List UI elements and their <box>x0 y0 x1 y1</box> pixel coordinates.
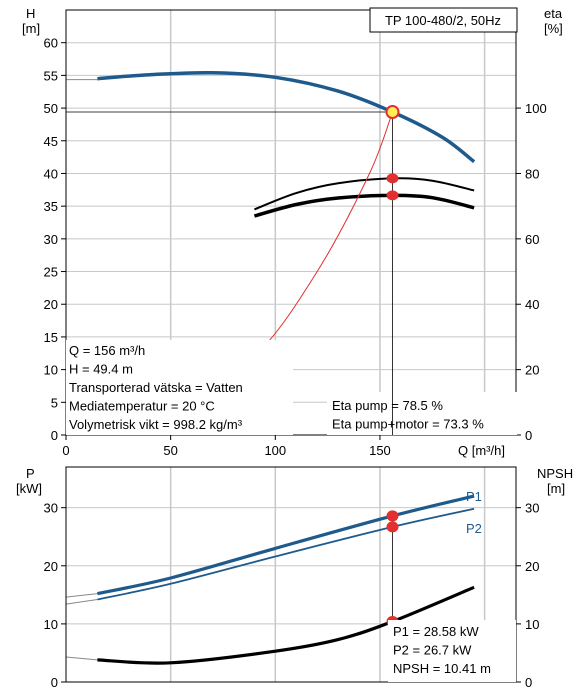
title-box <box>369 7 518 33</box>
bottom-legend: P1 P2 <box>466 489 482 536</box>
chart-title: TP 100-480/2, 50Hz <box>385 13 501 28</box>
info-right: Eta pump = 78.5 % Eta pump+motor = 73.3 % <box>332 398 484 432</box>
bottom-right-tick-label: 20 <box>525 559 539 574</box>
bottom-ticks: 0 10 20 30 0 10 20 30 <box>44 501 540 690</box>
top-left-tick-label: 30 <box>44 232 58 247</box>
bottom-left-axis-unit: [kW] <box>16 481 42 496</box>
p1-curve <box>97 494 475 596</box>
bottom-point-marker <box>386 510 399 522</box>
info-bottom-line: P1 = 28.58 kW <box>393 624 479 639</box>
top-x-tick-label: 100 <box>264 443 286 458</box>
bottom-left-axis-label: P <box>26 466 35 481</box>
top-right-tick-label: 60 <box>525 232 539 247</box>
info-right-line: Eta pump = 78.5 % <box>332 398 443 413</box>
bottom-right-axis-label: NPSH <box>537 466 573 481</box>
bottom-left-tick-label: 30 <box>44 501 58 516</box>
top-x-tick-label: 0 <box>62 443 69 458</box>
info-left-line: Q = 156 m³/h <box>69 343 145 358</box>
npsh-curve <box>97 585 475 665</box>
bottom-plot-frame <box>65 466 517 683</box>
info-bottom-line: P2 = 26.7 kW <box>393 643 472 658</box>
bottom-right-tick-label: 30 <box>525 501 539 516</box>
info-right-line: Eta pump+motor = 73.3 % <box>332 417 484 432</box>
bottom-left-tick-label: 10 <box>44 617 58 632</box>
top-x-tick-label: 150 <box>369 443 391 458</box>
operating-point <box>66 105 400 435</box>
bottom-left-tick-label: 20 <box>44 559 58 574</box>
top-left-tick-label: 15 <box>44 330 58 345</box>
eta-marker <box>386 173 399 184</box>
top-x-tick-label: 50 <box>163 443 177 458</box>
top-left-tick-label: 0 <box>51 428 58 443</box>
info-left: Q = 156 m³/h H = 49.4 m Transporterad väts… <box>69 343 243 432</box>
p2-curve <box>97 507 475 601</box>
info-bottom-bg <box>388 620 516 682</box>
top-right-tick-label: 20 <box>525 363 539 378</box>
bottom-left-tick-label: 0 <box>51 675 58 690</box>
top-right-tick-label: 0 <box>525 428 532 443</box>
bottom-right-axis-unit: [m] <box>547 481 565 496</box>
top-left-axis-label-h: H <box>26 6 35 21</box>
eta-pump-curve <box>254 177 475 211</box>
info-bottom: P1 = 28.58 kW P2 = 26.7 kW NPSH = 10.41 m <box>388 620 516 682</box>
top-right-tick-label: 80 <box>525 166 539 181</box>
top-left-tick-label: 40 <box>44 166 58 181</box>
top-left-tick-label: 20 <box>44 297 58 312</box>
legend-p1: P1 <box>466 489 482 504</box>
top-left-tick-label: 55 <box>44 68 58 83</box>
info-left-line: Volymetrisk vikt = 998.2 kg/m³ <box>69 417 243 432</box>
info-left-line: Transporterad vätska = Vatten <box>69 380 243 395</box>
info-box-left <box>66 340 293 435</box>
info-left-line: H = 49.4 m <box>69 362 133 377</box>
info-box-right <box>327 392 517 435</box>
info-bottom-line: NPSH = 10.41 m <box>393 661 491 676</box>
bottom-point-marker <box>386 521 399 533</box>
top-left-tick-label: 10 <box>44 363 58 378</box>
top-left-tick-label: 35 <box>44 199 58 214</box>
top-right-tick-label: 40 <box>525 297 539 312</box>
top-right-axis-label: eta <box>544 6 563 21</box>
p1-curve-stub <box>65 593 98 598</box>
x-axis-label: Q [m³/h] <box>458 443 505 458</box>
top-left-tick-label: 45 <box>44 134 58 149</box>
p2-curve-stub <box>65 598 98 605</box>
top-left-tick-label: 25 <box>44 265 58 280</box>
head-curve <box>97 70 476 164</box>
top-left-tick-label: 5 <box>51 395 58 410</box>
top-left-axis-unit: [m] <box>22 21 40 36</box>
x-axis-label-bg <box>452 440 522 458</box>
eta-marker <box>386 190 399 201</box>
info-left-line: Mediatemperatur = 20 °C <box>69 399 215 414</box>
legend-p2: P2 <box>466 521 482 536</box>
bottom-right-tick-label: 10 <box>525 617 539 632</box>
bottom-series <box>65 494 475 682</box>
operating-point-marker <box>385 105 400 119</box>
top-right-tick-label: 100 <box>525 101 547 116</box>
bottom-right-tick-label: 0 <box>525 675 532 690</box>
eta-pump-motor-curve <box>253 193 475 218</box>
top-ticks: 0 5 10 15 20 25 30 35 40 45 50 55 60 0 20 40 60 80 100 0 50 1… <box>44 36 547 458</box>
top-left-tick-label: 50 <box>44 101 58 116</box>
npsh-curve-stub <box>65 656 98 661</box>
top-left-tick-label: 60 <box>44 36 58 51</box>
top-right-axis-unit: [%] <box>544 21 563 36</box>
